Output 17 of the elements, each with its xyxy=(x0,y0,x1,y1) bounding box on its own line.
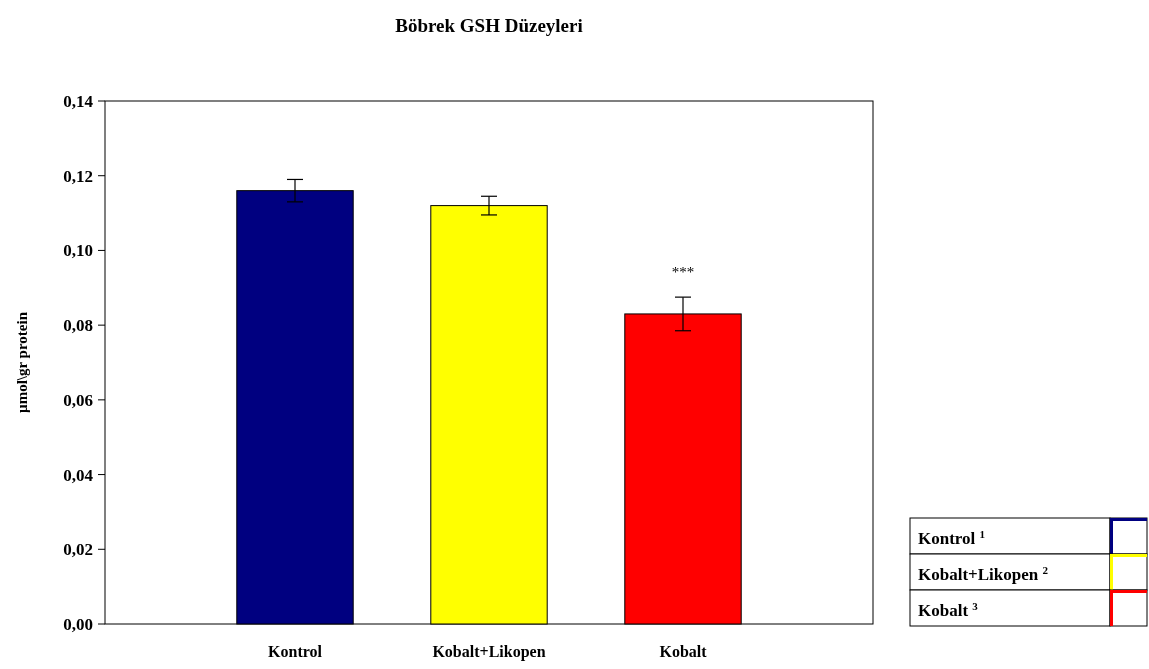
y-tick-label: 0,12 xyxy=(63,166,93,186)
text: Kobalt+Likopen $^{2}$ xyxy=(918,564,1049,584)
text: Kontrol $^{1}$ xyxy=(918,528,986,548)
y-tick-label: 0,04 xyxy=(63,465,94,485)
y-tick-label: 0,00 xyxy=(63,614,93,634)
chart-title: Böbrek GSH Düzeyleri xyxy=(395,15,583,36)
y-axis-title: µmol\gr protein xyxy=(14,311,30,414)
y-tick-label: 0,08 xyxy=(63,316,93,336)
text: Kobalt $^{3}$ xyxy=(918,600,979,620)
annotation: *** xyxy=(671,264,695,281)
x-tick-label: Kontrol xyxy=(268,643,323,660)
x-tick-label: Kobalt xyxy=(659,643,708,660)
y-tick-label: 0,02 xyxy=(63,540,93,560)
x-tick-label: Kobalt+Likopen xyxy=(432,643,546,661)
y-tick-label: 0,06 xyxy=(63,390,93,410)
y-tick-label: 0,14 xyxy=(63,91,94,111)
y-tick-label: 0,10 xyxy=(63,241,93,261)
